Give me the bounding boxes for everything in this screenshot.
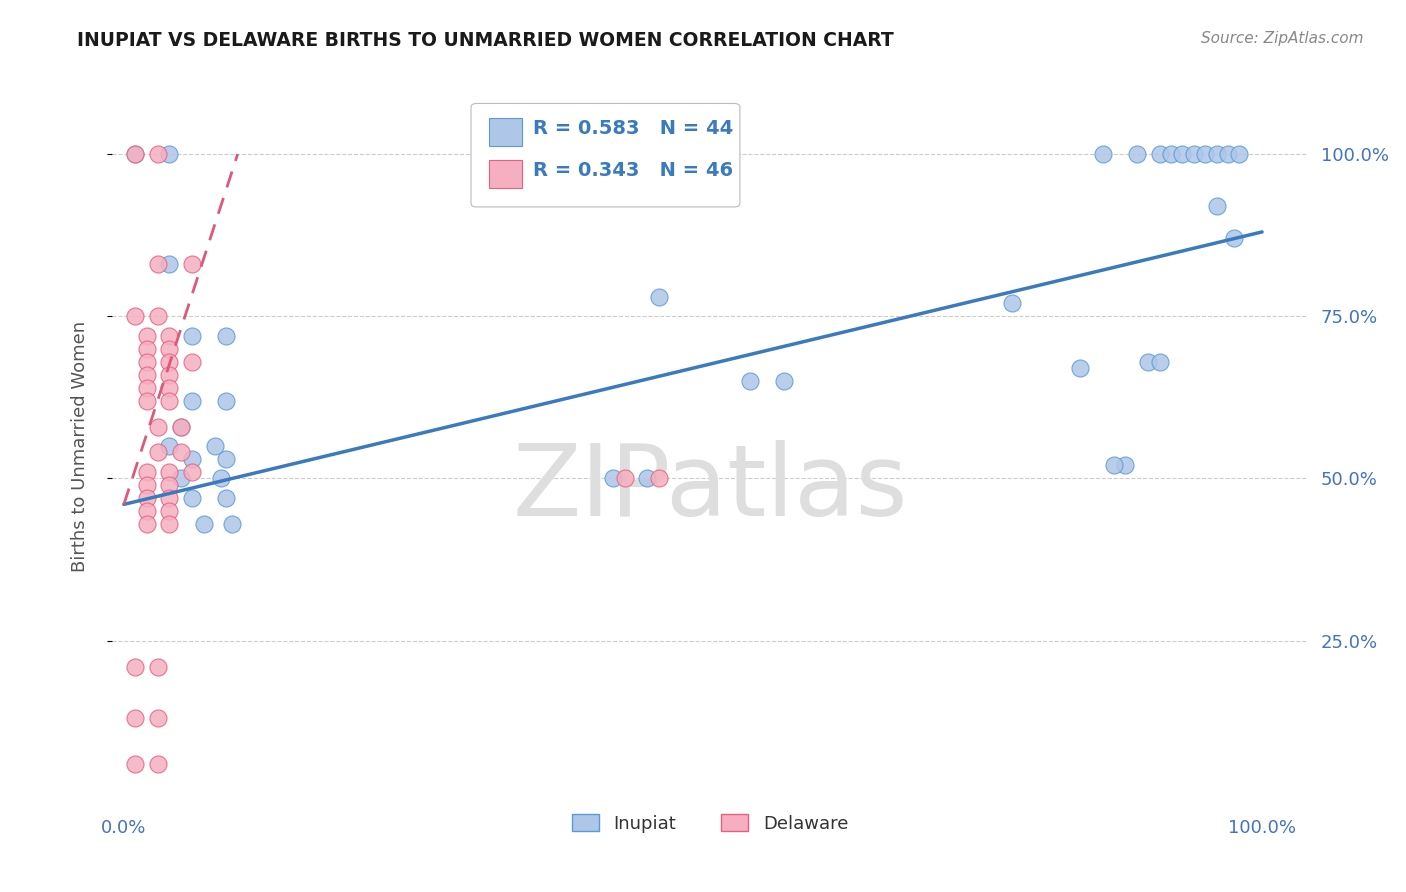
Point (1149, 147, 1171, 161)
Point (221, 516, 243, 531)
Point (1149, 354, 1171, 368)
Point (146, 756, 169, 771)
Point (135, 491, 157, 505)
Point (602, 471, 624, 485)
Point (146, 659, 169, 673)
Point (215, 393, 238, 408)
Point (157, 368, 180, 382)
Point (209, 471, 232, 485)
Point (170, 445, 193, 459)
Point (1102, 458, 1125, 473)
Point (1216, 147, 1239, 161)
Point (181, 393, 204, 408)
Point (170, 419, 193, 434)
Point (204, 439, 226, 453)
Point (648, 290, 671, 304)
Point (181, 257, 204, 271)
Text: R = 0.583   N = 44: R = 0.583 N = 44 (533, 119, 734, 138)
Point (135, 465, 157, 479)
Y-axis label: Births to Unmarried Women: Births to Unmarried Women (70, 320, 89, 572)
Point (648, 471, 671, 485)
Point (124, 711, 146, 725)
Point (146, 310, 169, 324)
Point (636, 471, 658, 485)
Point (181, 491, 204, 505)
Point (1182, 147, 1205, 161)
Point (157, 381, 180, 395)
Point (157, 439, 180, 453)
Point (1222, 231, 1244, 245)
FancyBboxPatch shape (489, 118, 523, 146)
Point (135, 478, 157, 492)
Legend: Inupiat, Delaware: Inupiat, Delaware (565, 807, 855, 840)
Point (135, 381, 157, 395)
Point (1171, 147, 1194, 161)
Text: ZIPatlas: ZIPatlas (512, 441, 908, 537)
Point (157, 516, 180, 531)
Point (124, 147, 146, 161)
Point (135, 368, 157, 382)
Point (193, 516, 215, 531)
Point (124, 659, 146, 673)
Point (135, 354, 157, 368)
Point (135, 342, 157, 356)
Point (124, 310, 146, 324)
Point (215, 491, 238, 505)
Point (773, 374, 796, 388)
Point (1227, 147, 1250, 161)
Text: R = 0.343   N = 46: R = 0.343 N = 46 (533, 161, 734, 180)
Point (181, 452, 204, 467)
Point (157, 257, 180, 271)
Point (1091, 147, 1114, 161)
Point (146, 711, 169, 725)
Point (215, 452, 238, 467)
Point (1114, 458, 1136, 473)
Point (135, 393, 157, 408)
Point (181, 465, 204, 479)
Text: INUPIAT VS DELAWARE BIRTHS TO UNMARRIED WOMEN CORRELATION CHART: INUPIAT VS DELAWARE BIRTHS TO UNMARRIED … (77, 31, 894, 50)
Point (1137, 354, 1160, 368)
Point (157, 393, 180, 408)
Point (170, 419, 193, 434)
Point (124, 147, 146, 161)
Point (135, 328, 157, 343)
Point (146, 445, 169, 459)
FancyBboxPatch shape (471, 103, 740, 207)
Point (157, 491, 180, 505)
Point (124, 756, 146, 771)
Point (738, 374, 761, 388)
Point (1126, 147, 1149, 161)
Point (613, 471, 636, 485)
Point (1205, 199, 1227, 213)
Point (1069, 361, 1091, 376)
Point (1160, 147, 1182, 161)
FancyBboxPatch shape (489, 160, 523, 188)
Point (157, 354, 180, 368)
Text: Source: ZipAtlas.com: Source: ZipAtlas.com (1201, 31, 1364, 46)
Point (157, 504, 180, 518)
Point (1194, 147, 1216, 161)
Point (1001, 296, 1024, 310)
Point (170, 471, 193, 485)
Point (181, 328, 204, 343)
Point (157, 328, 180, 343)
Point (181, 354, 204, 368)
Point (215, 328, 238, 343)
Point (146, 257, 169, 271)
Point (135, 504, 157, 518)
Point (157, 342, 180, 356)
Point (135, 516, 157, 531)
Point (157, 465, 180, 479)
Point (1205, 147, 1227, 161)
Point (146, 147, 169, 161)
Point (157, 478, 180, 492)
Point (157, 147, 180, 161)
Point (146, 419, 169, 434)
